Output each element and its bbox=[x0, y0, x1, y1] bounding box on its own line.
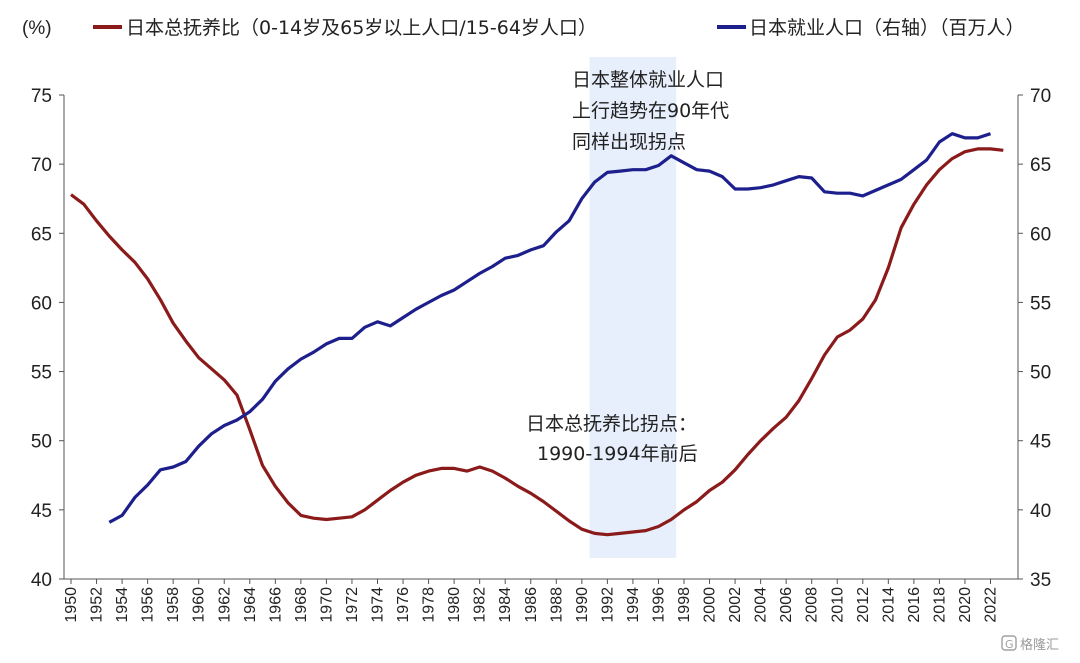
x-tick-label: 1990 bbox=[574, 587, 591, 623]
series-line-employment bbox=[108, 132, 991, 524]
x-tick-label: 2000 bbox=[702, 587, 719, 623]
annotation-dependency: 日本总抚养比拐点： 1990-1994年前后 bbox=[526, 413, 698, 465]
x-tick-label: 1968 bbox=[293, 587, 310, 623]
left-tick-label: 40 bbox=[31, 570, 52, 591]
series-line-dependency-ratio bbox=[70, 147, 1004, 537]
x-tick-label: 1972 bbox=[344, 587, 361, 623]
x-tick-label: 1964 bbox=[242, 587, 259, 623]
watermark-text: 格隆汇 bbox=[1020, 637, 1059, 653]
x-tick-label: 2002 bbox=[727, 587, 744, 623]
left-tick-label: 55 bbox=[31, 363, 52, 384]
x-tick-label: 1950 bbox=[63, 587, 80, 623]
right-tick-label: 60 bbox=[1030, 224, 1051, 245]
x-tick-label: 1996 bbox=[650, 587, 667, 623]
x-tick-label: 2006 bbox=[778, 587, 795, 623]
x-axis-ticks: 1950 1952 1954 1956 1958 1960 1962 1964 1966 1968… bbox=[63, 579, 1000, 623]
right-tick-label: 70 bbox=[1030, 86, 1051, 107]
watermark: G 格隆汇 bbox=[1001, 635, 1059, 653]
x-tick-label: 1978 bbox=[421, 587, 438, 623]
left-tick-label: 70 bbox=[31, 155, 52, 176]
x-tick-label: 1984 bbox=[497, 587, 514, 623]
annotation-employment: 日本整体就业人口 上行趋势在90年代 同样出现拐点 bbox=[572, 69, 729, 153]
legend-label-dependency: 日本总抚养比（0-14岁及65岁以上人口/15-64岁人口） bbox=[126, 17, 597, 39]
legend: 日本总抚养比（0-14岁及65岁以上人口/15-64岁人口） 日本就业人口（右轴… bbox=[93, 17, 1025, 39]
x-tick-label: 2018 bbox=[931, 587, 948, 623]
right-tick-label: 55 bbox=[1030, 293, 1051, 314]
left-tick-label: 60 bbox=[31, 293, 52, 314]
legend-label-employment: 日本就业人口（右轴）（百万人） bbox=[749, 17, 1025, 39]
x-tick-label: 2012 bbox=[855, 587, 872, 623]
x-tick-label: 2014 bbox=[880, 587, 897, 623]
left-tick-label: 50 bbox=[31, 432, 52, 453]
x-tick-label: 2010 bbox=[829, 587, 846, 623]
right-tick-label: 45 bbox=[1030, 432, 1051, 453]
left-tick-label: 75 bbox=[31, 86, 52, 107]
right-tick-label: 35 bbox=[1030, 570, 1051, 591]
x-tick-label: 1986 bbox=[523, 587, 540, 623]
annotation-dependency-line-2: 1990-1994年前后 bbox=[537, 443, 698, 465]
x-tick-label: 1980 bbox=[446, 587, 463, 623]
x-tick-label: 2004 bbox=[753, 587, 770, 623]
x-tick-label: 1998 bbox=[676, 587, 693, 623]
x-tick-label: 1960 bbox=[191, 587, 208, 623]
x-tick-label: 1994 bbox=[625, 587, 642, 623]
x-tick-label: 2016 bbox=[906, 587, 923, 623]
left-axis-ticks: 40 45 50 55 60 65 70 75 bbox=[31, 86, 64, 591]
left-tick-label: 45 bbox=[31, 501, 52, 522]
axes bbox=[63, 95, 1019, 580]
x-tick-label: 1952 bbox=[89, 587, 106, 623]
annotation-dependency-line-1: 日本总抚养比拐点： bbox=[526, 413, 697, 435]
left-axis-unit-label: (%) bbox=[22, 18, 52, 39]
right-tick-label: 40 bbox=[1030, 501, 1051, 522]
x-tick-label: 1974 bbox=[370, 587, 387, 623]
annotation-employment-line-2: 上行趋势在90年代 bbox=[572, 100, 729, 122]
x-tick-label: 2022 bbox=[983, 587, 1000, 623]
x-tick-label: 1992 bbox=[599, 587, 616, 623]
g-logo-icon-letter: G bbox=[1005, 638, 1014, 651]
x-tick-label: 1988 bbox=[548, 587, 565, 623]
annotation-employment-line-1: 日本整体就业人口 bbox=[572, 69, 724, 91]
left-tick-label: 65 bbox=[31, 224, 52, 245]
x-tick-label: 1954 bbox=[114, 587, 131, 623]
x-tick-label: 2020 bbox=[957, 587, 974, 623]
x-tick-label: 1956 bbox=[140, 587, 157, 623]
x-tick-label: 1976 bbox=[395, 587, 412, 623]
g-logo-icon bbox=[1001, 635, 1017, 651]
x-tick-label: 2008 bbox=[804, 587, 821, 623]
right-tick-label: 65 bbox=[1030, 155, 1051, 176]
x-tick-label: 1970 bbox=[318, 587, 335, 623]
x-tick-label: 1982 bbox=[472, 587, 489, 623]
x-tick-label: 1966 bbox=[267, 587, 284, 623]
right-tick-label: 50 bbox=[1030, 363, 1051, 384]
annotation-employment-line-3: 同样出现拐点 bbox=[572, 131, 686, 153]
right-axis-ticks: 35 40 45 50 55 60 65 70 bbox=[1018, 86, 1051, 591]
x-tick-label: 1958 bbox=[165, 587, 182, 623]
x-tick-label: 1962 bbox=[216, 587, 233, 623]
highlight-band bbox=[589, 57, 677, 558]
